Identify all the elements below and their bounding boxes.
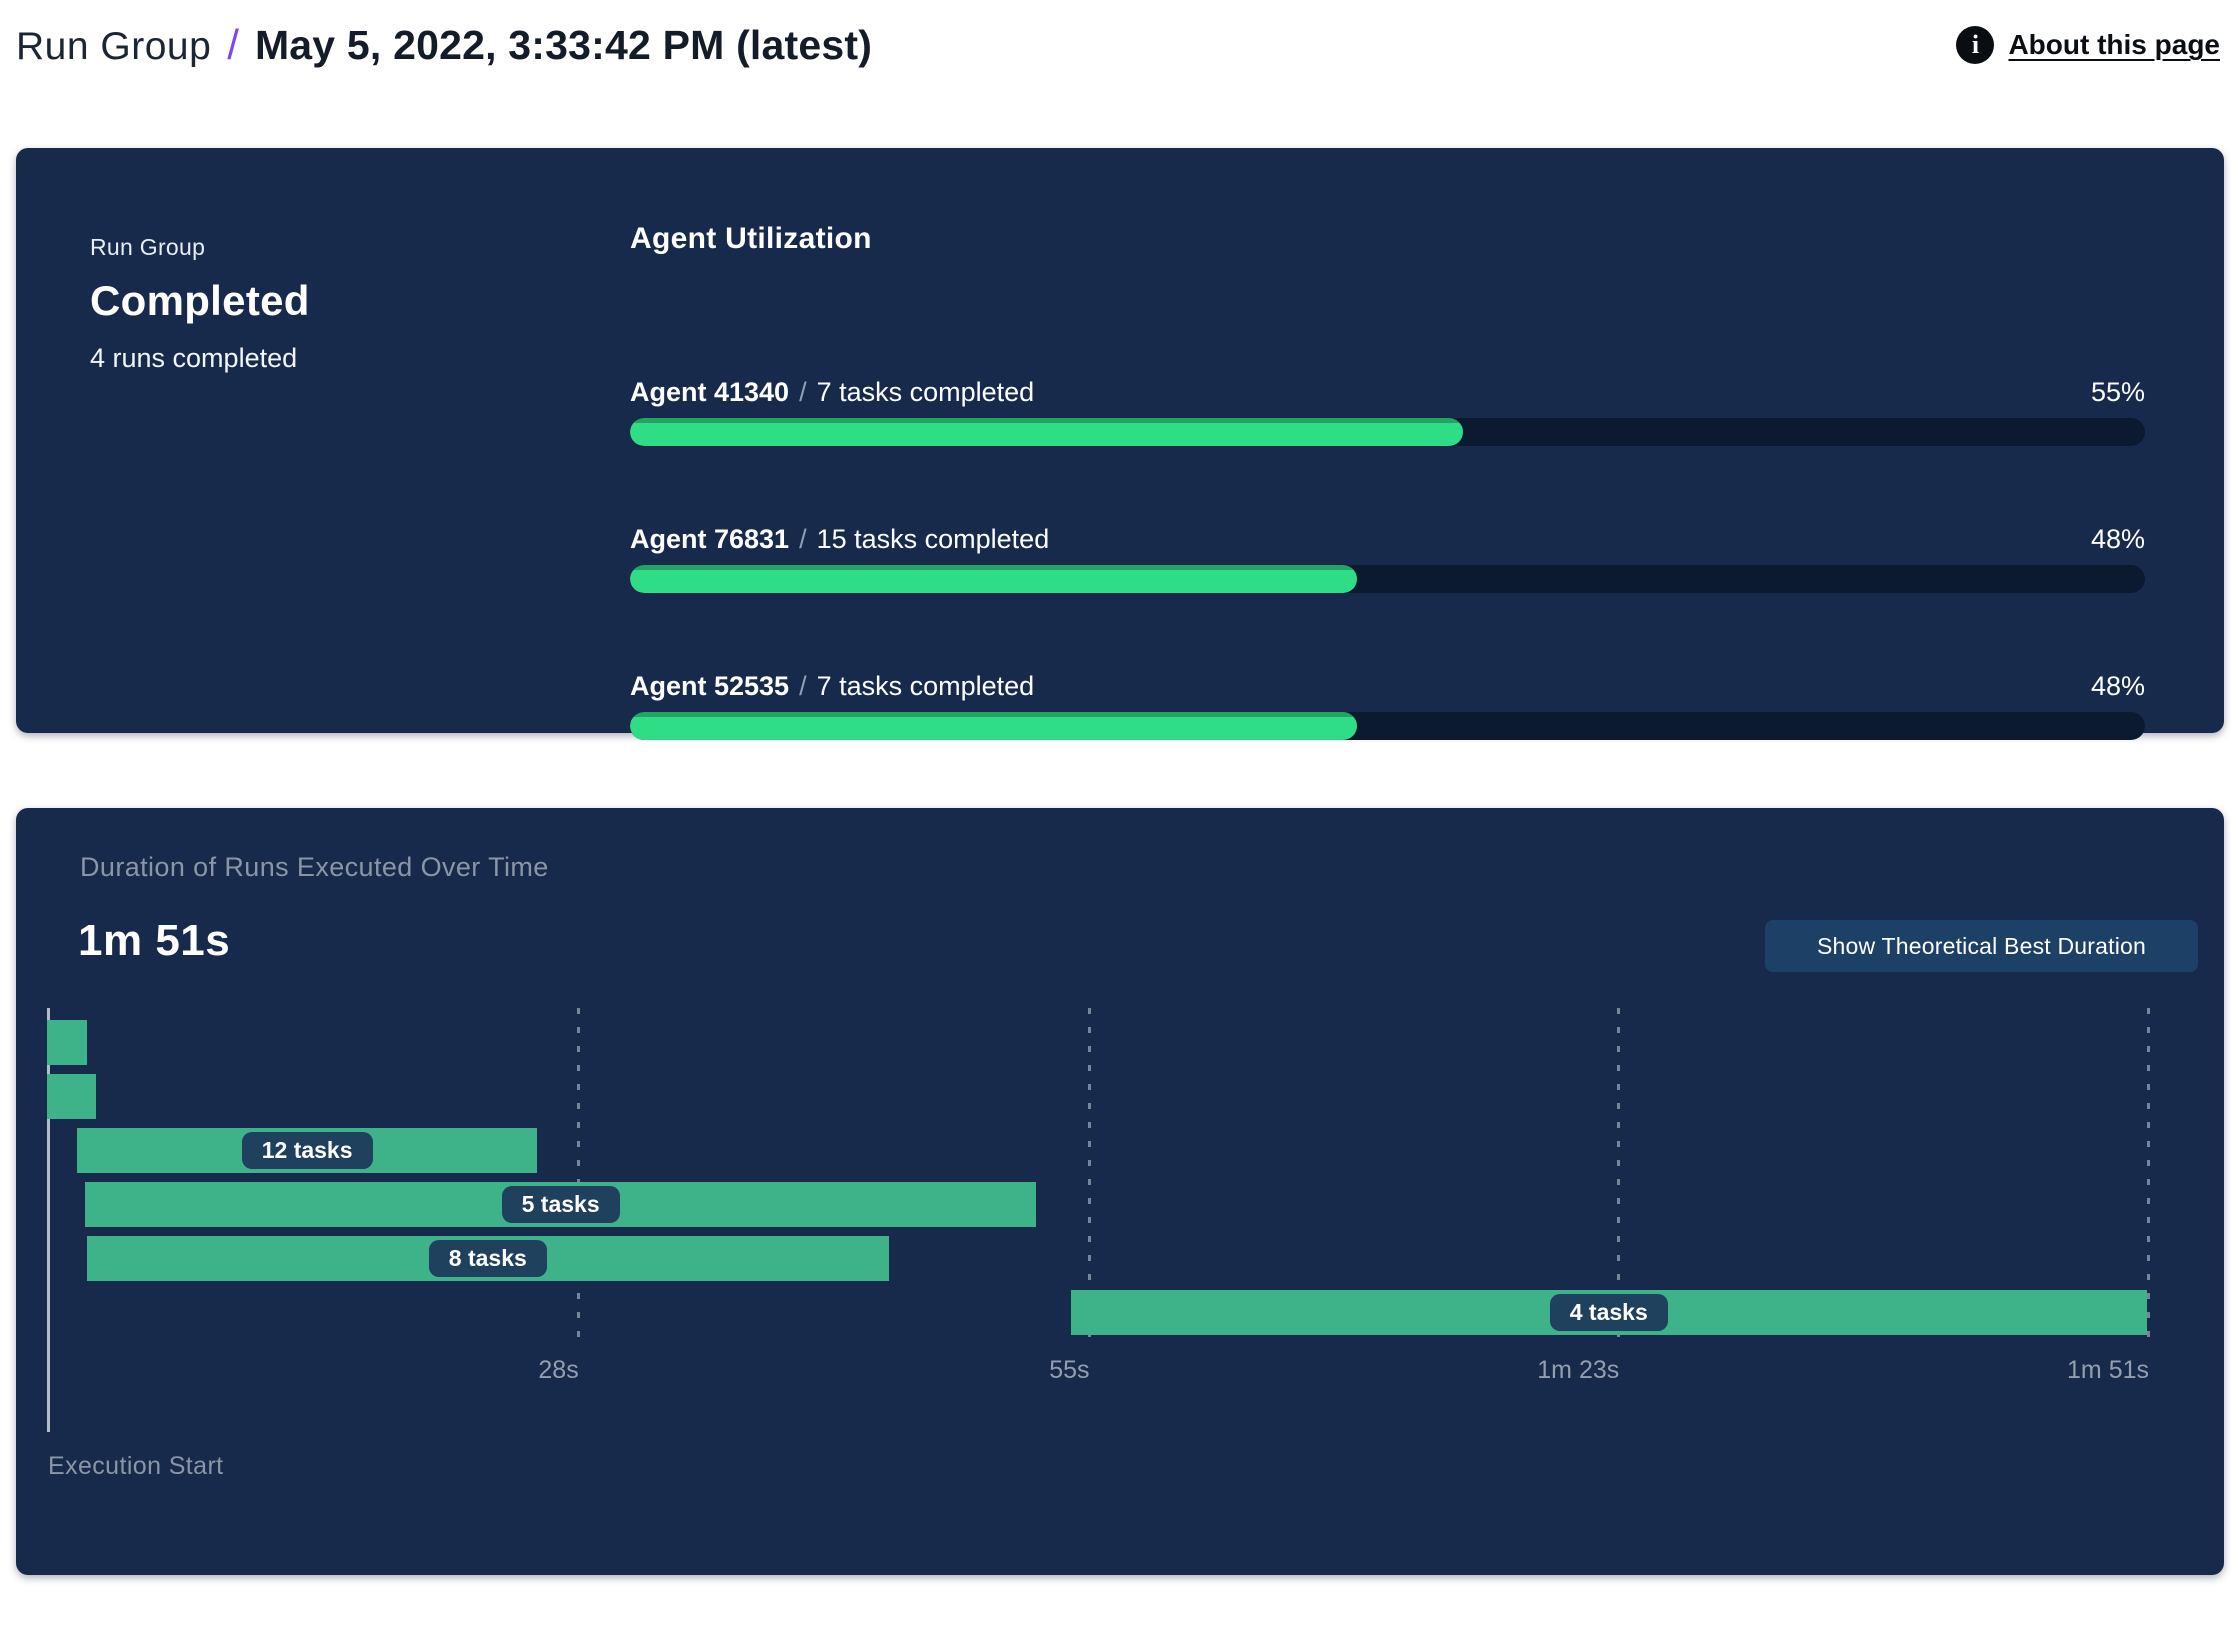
label-separator: /: [799, 671, 807, 701]
agent-name: Agent 76831: [630, 524, 790, 554]
about-link-label[interactable]: About this page: [2008, 29, 2220, 60]
breadcrumb: Run Group / May 5, 2022, 3:33:42 PM (lat…: [16, 21, 872, 69]
axis-tick-label: 28s: [538, 1356, 579, 1384]
agent-utilization-row: Agent 76831 / 15 tasks completed 48%: [630, 524, 2145, 593]
agent-utilization-section: Agent Utilization Agent 41340 / 7 tasks …: [630, 222, 2145, 740]
run-duration-bar[interactable]: 12 tasks: [77, 1128, 537, 1173]
agent-tasks-completed: 7 tasks completed: [816, 671, 1035, 701]
task-count-pill: 12 tasks: [241, 1132, 373, 1169]
label-separator: /: [799, 524, 807, 554]
agent-utilization-title: Agent Utilization: [630, 222, 872, 255]
agent-utilization-row: Agent 41340 / 7 tasks completed 55%: [630, 377, 2145, 446]
axis-tick-label: 55s: [1049, 1356, 1090, 1384]
agent-utilization-labels: Agent 76831 / 15 tasks completed 48%: [630, 524, 2145, 555]
task-count-pill: 4 tasks: [1549, 1294, 1668, 1331]
utilization-progressbar-fill: [630, 418, 1464, 446]
info-icon[interactable]: i: [1956, 26, 1995, 64]
agent-utilization-labels: Agent 52535 / 7 tasks completed 48%: [630, 671, 2145, 702]
task-count-pill: 5 tasks: [501, 1186, 620, 1223]
page-title: May 5, 2022, 3:33:42 PM (latest): [254, 22, 873, 68]
agent-name: Agent 41340: [630, 377, 790, 407]
agent-tasks-completed: 15 tasks completed: [816, 524, 1050, 554]
duration-chart-title: Duration of Runs Executed Over Time: [80, 852, 549, 882]
agent-utilization-row: Agent 52535 / 7 tasks completed 48%: [630, 671, 2145, 740]
utilization-percent: 48%: [2090, 524, 2145, 554]
run-duration-bar[interactable]: 5 tasks: [84, 1182, 1037, 1227]
utilization-progressbar-fill: [630, 565, 1358, 593]
duration-chart: 28s 55s 1m 23s 1m 51s 12 tasks 5 tasks 8 tasks…: [16, 1008, 2224, 1438]
utilization-percent: 48%: [2090, 671, 2145, 701]
run-duration-bar[interactable]: [47, 1020, 87, 1065]
execution-start-label: Execution Start: [48, 1452, 224, 1480]
utilization-progressbar-track: [630, 712, 2145, 740]
status-badge: Completed: [90, 277, 310, 324]
time-gridline: [576, 1008, 580, 1348]
total-duration-value: 1m 51s: [78, 916, 231, 965]
task-count-pill: 8 tasks: [428, 1240, 547, 1277]
axis-tick-label: 1m 23s: [1537, 1356, 1620, 1384]
execution-start-axis-line: [47, 1008, 50, 1432]
utilization-progressbar-track: [630, 565, 2145, 593]
run-duration-bar[interactable]: [47, 1074, 97, 1119]
run-group-panel: Run Group Completed 4 runs completed Age…: [16, 148, 2224, 740]
about-this-page-link[interactable]: i About this page: [1956, 26, 2220, 64]
run-group-status: Run Group Completed 4 runs completed: [90, 234, 310, 374]
run-duration-bar[interactable]: 4 tasks: [1070, 1290, 2147, 1335]
page-header: Run Group / May 5, 2022, 3:33:42 PM (lat…: [16, 10, 2220, 80]
breadcrumb-separator: /: [227, 21, 239, 68]
utilization-progressbar-track: [630, 418, 2145, 446]
axis-tick-label: 1m 51s: [2067, 1356, 2149, 1384]
utilization-percent: 55%: [2090, 377, 2145, 407]
utilization-progressbar-fill: [630, 712, 1358, 740]
breadcrumb-run-group[interactable]: Run Group: [16, 25, 212, 68]
label-separator: /: [799, 377, 807, 407]
runs-completed-count: 4 runs completed: [90, 343, 298, 373]
agent-name: Agent 52535: [630, 671, 790, 701]
agent-utilization-labels: Agent 41340 / 7 tasks completed 55%: [630, 377, 2145, 408]
agent-tasks-completed: 7 tasks completed: [816, 377, 1035, 407]
duration-panel: Duration of Runs Executed Over Time 1m 5…: [16, 808, 2224, 1575]
time-gridline: [1617, 1008, 1621, 1348]
run-duration-bar[interactable]: 8 tasks: [86, 1236, 889, 1281]
time-gridline: [1087, 1008, 1091, 1348]
time-gridline: [2147, 1008, 2150, 1348]
show-theoretical-best-duration-button[interactable]: Show Theoretical Best Duration: [1765, 920, 2198, 972]
run-group-label: Run Group: [90, 234, 206, 260]
